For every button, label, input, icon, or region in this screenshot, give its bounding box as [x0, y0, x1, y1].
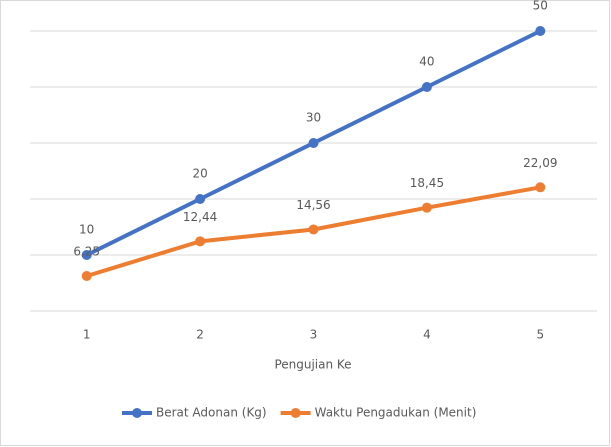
point — [308, 224, 319, 235]
x-tick-label: 4 — [423, 328, 431, 342]
legend-marker — [290, 408, 301, 418]
point — [81, 271, 92, 281]
x-tick-label: 2 — [196, 328, 204, 342]
data-label: 14,56 — [296, 198, 330, 212]
x-axis-label: Pengujian Ke — [274, 358, 351, 372]
legend-label: Berat Adonan (Kg) — [156, 406, 267, 420]
data-label: 18,45 — [410, 176, 444, 190]
data-label: 30 — [306, 111, 321, 125]
data-label: 6,25 — [73, 245, 100, 259]
point — [195, 236, 206, 247]
point — [421, 202, 432, 213]
legend-label: Waktu Pengadukan (Menit) — [315, 406, 477, 420]
data-label: 12,44 — [183, 210, 217, 224]
point — [421, 82, 432, 92]
x-tick-label: 3 — [310, 328, 318, 342]
point — [535, 182, 546, 193]
data-label: 10 — [79, 223, 94, 237]
data-label: 22,09 — [523, 156, 557, 170]
point — [81, 250, 92, 260]
x-tick-label: 5 — [536, 328, 544, 342]
point — [535, 26, 546, 36]
x-tick-label: 1 — [83, 328, 91, 342]
data-label: 20 — [192, 167, 207, 181]
legend-marker — [132, 408, 142, 418]
data-label: 40 — [419, 55, 434, 69]
point — [308, 138, 319, 148]
data-label: 50 — [533, 0, 548, 13]
point — [195, 194, 206, 204]
